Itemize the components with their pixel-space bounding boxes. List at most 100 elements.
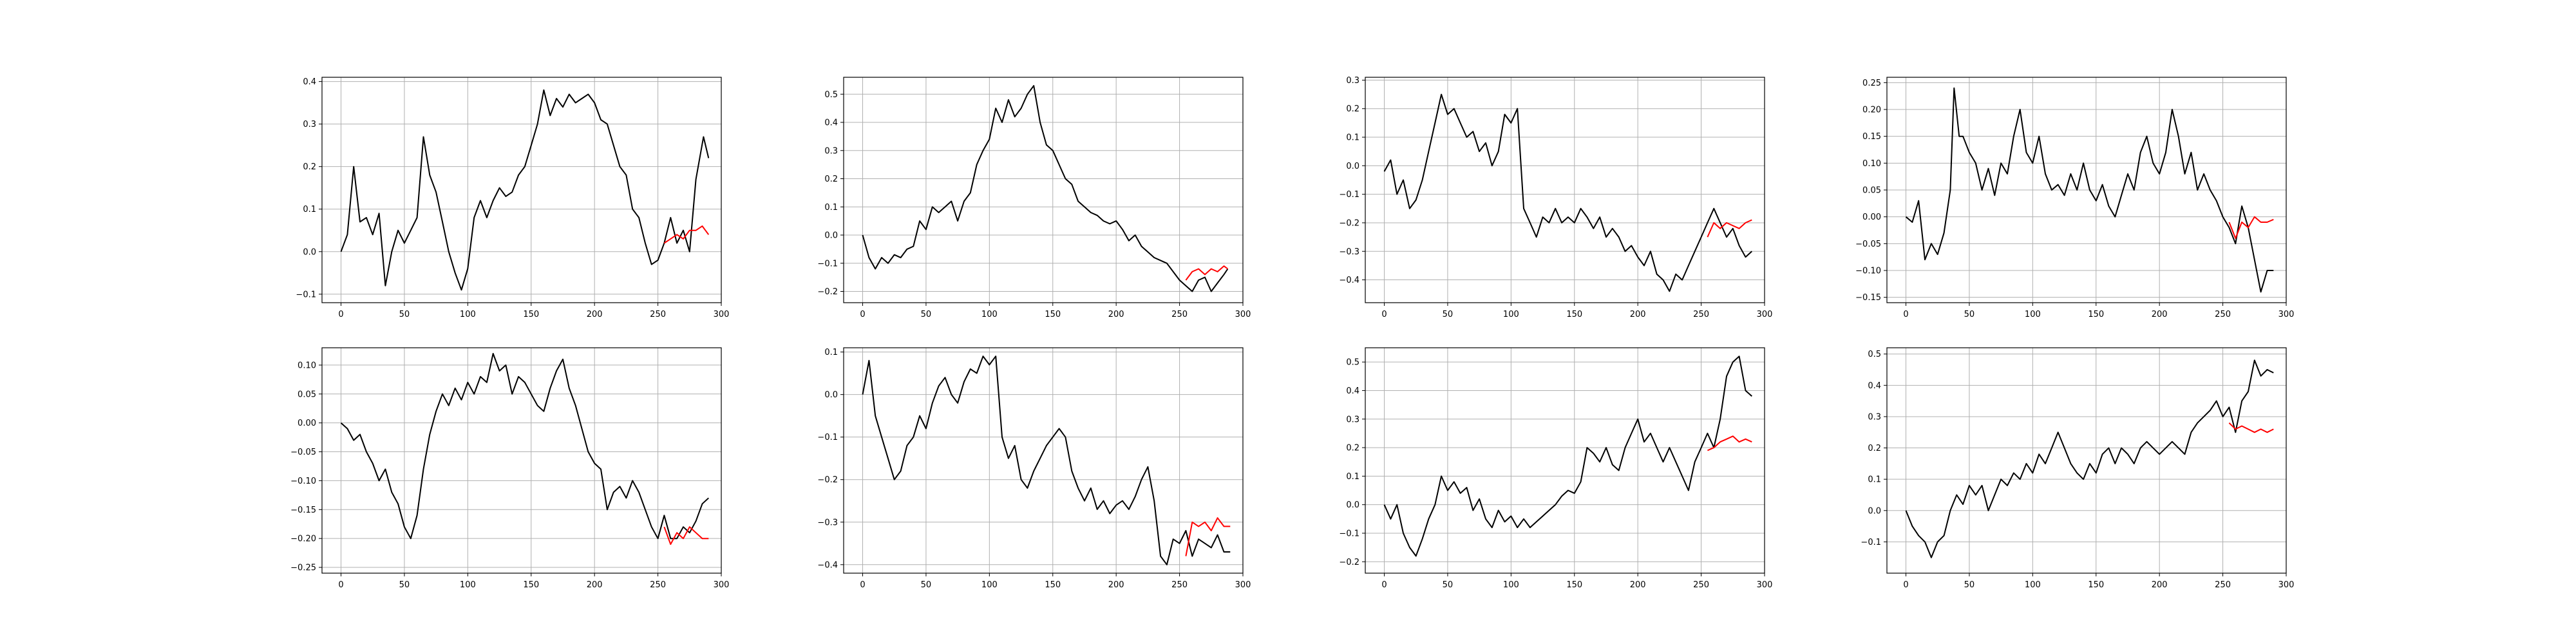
x-tick-label: 0: [338, 580, 343, 590]
y-tick-label: 0.1: [1868, 475, 1881, 485]
x-tick-label: 100: [1503, 580, 1519, 590]
subplot-6: 0 50 100 150 200 250 300 −0.4 −0.3 −0.2 −0.1 0.0 0.1: [817, 347, 1251, 590]
y-tick-label: −0.1: [1861, 538, 1881, 547]
x-tick-label: 300: [1757, 580, 1773, 590]
x-tick-label: 250: [650, 580, 666, 590]
x-tick-label: 250: [1171, 580, 1188, 590]
subplot-5: 0 50 100 150 200 250 300 −0.25 −0.20 −0.15 −0.10 −0…: [290, 347, 729, 590]
predicted-series-line: [1185, 265, 1228, 281]
actual-series-line: [1905, 359, 2274, 558]
x-tick-label: 50: [1964, 580, 1975, 590]
y-tick-label: 0.10: [1862, 159, 1881, 169]
x-tick-label: 50: [1443, 310, 1454, 319]
axes-frame: [1886, 347, 2287, 574]
y-tick-label: 0.5: [1868, 350, 1881, 359]
actual-series-line: [1905, 87, 2274, 293]
y-tick-label: 0.3: [1346, 415, 1359, 424]
x-tick-label: 250: [1171, 310, 1188, 319]
x-tick-label: 250: [2215, 580, 2231, 590]
predicted-series-line: [663, 526, 709, 545]
y-tick-label: 0.2: [1346, 444, 1359, 453]
predicted-series-line: [663, 225, 710, 244]
actual-series-line: [1383, 355, 1752, 557]
x-tick-label: 300: [2278, 580, 2295, 590]
x-tick-label: 150: [2088, 580, 2104, 590]
y-tick-label: 0.1: [824, 348, 838, 357]
subplot-4: 0 50 100 150 200 250 300 −0.15 −0.10 −0.05 0.00 0.0…: [1855, 77, 2294, 319]
y-tick-label: 0.2: [1868, 444, 1881, 453]
x-tick-label: 0: [860, 310, 865, 319]
x-tick-label: 100: [460, 310, 476, 319]
axes-frame: [1365, 77, 1765, 303]
x-tick-label: 100: [1503, 310, 1519, 319]
axes-frame: [321, 77, 722, 303]
y-tick-label: 0.0: [824, 390, 838, 400]
x-tick-label: 50: [921, 310, 932, 319]
x-tick-label: 100: [2025, 580, 2041, 590]
x-tick-label: 50: [399, 310, 410, 319]
y-tick-label: −0.3: [1339, 247, 1359, 257]
y-tick-label: 0.2: [1346, 104, 1359, 114]
x-tick-label: 0: [1903, 580, 1908, 590]
x-tick-label: 150: [1045, 580, 1061, 590]
x-tick-label: 0: [338, 310, 343, 319]
x-tick-label: 250: [1693, 310, 1709, 319]
x-tick-label: 150: [523, 310, 539, 319]
y-tick-label: −0.20: [290, 535, 316, 544]
x-tick-label: 200: [1108, 310, 1124, 319]
y-tick-label: 0.00: [1862, 213, 1881, 222]
y-tick-label: 0.1: [1346, 133, 1359, 143]
y-tick-label: 0.1: [1346, 472, 1359, 482]
x-tick-label: 200: [2152, 310, 2168, 319]
x-tick-label: 300: [1235, 580, 1251, 590]
y-tick-label: 0.0: [1346, 162, 1359, 171]
y-tick-label: 0.0: [824, 231, 838, 241]
y-tick-label: 0.4: [303, 77, 316, 87]
axes-frame: [843, 77, 1244, 303]
y-tick-label: −0.2: [1339, 218, 1359, 228]
x-tick-label: 0: [860, 580, 865, 590]
y-tick-label: −0.3: [817, 518, 838, 527]
x-tick-label: 200: [2152, 580, 2168, 590]
y-tick-label: 0.0: [1868, 506, 1881, 516]
predicted-series-line: [2228, 216, 2274, 239]
y-tick-label: 0.3: [1868, 412, 1881, 422]
x-tick-label: 300: [714, 310, 730, 319]
y-tick-label: −0.05: [290, 448, 316, 457]
x-tick-label: 200: [1630, 310, 1646, 319]
x-tick-label: 300: [1235, 310, 1251, 319]
y-tick-label: 0.5: [824, 90, 838, 100]
y-tick-label: 0.3: [303, 120, 316, 129]
x-tick-label: 200: [587, 310, 603, 319]
y-tick-label: 0.3: [1346, 76, 1359, 86]
y-tick-label: 0.0: [303, 247, 316, 257]
y-tick-label: −0.4: [1339, 276, 1359, 285]
x-tick-label: 100: [981, 580, 998, 590]
y-tick-label: −0.10: [1855, 267, 1881, 276]
actual-series-line: [862, 85, 1229, 292]
subplot-3: 0 50 100 150 200 250 300 −0.4 −0.3 −0.2 −0.1 0.0 0.1…: [1339, 76, 1772, 319]
x-tick-label: 0: [1381, 310, 1387, 319]
x-tick-label: 100: [460, 580, 476, 590]
subplot-1: 0 50 100 150 200 250 300 −0.1 0.0 0.1 0.2 0.3 0.4: [296, 77, 729, 319]
axes-frame: [843, 347, 1244, 574]
y-tick-label: 0.05: [1862, 186, 1881, 196]
y-tick-label: −0.1: [296, 290, 316, 299]
x-tick-label: 100: [981, 310, 998, 319]
y-tick-label: −0.1: [1339, 529, 1359, 538]
actual-series-line: [862, 355, 1231, 565]
x-tick-label: 200: [587, 580, 603, 590]
x-tick-label: 0: [1903, 310, 1908, 319]
y-tick-label: 0.2: [303, 162, 316, 172]
y-tick-label: −0.25: [290, 564, 316, 573]
y-tick-label: 0.05: [298, 390, 316, 399]
y-tick-label: 0.25: [1862, 79, 1881, 88]
x-tick-label: 200: [1108, 580, 1124, 590]
x-tick-label: 50: [921, 580, 932, 590]
y-tick-label: 0.2: [824, 175, 838, 184]
y-tick-label: 0.4: [1346, 386, 1359, 396]
y-tick-label: 0.10: [298, 361, 316, 370]
actual-series-line: [1383, 93, 1752, 292]
subplot-2: 0 50 100 150 200 250 300 −0.2 −0.1 0.0 0.1 0.2 0.3 0.…: [817, 77, 1251, 319]
